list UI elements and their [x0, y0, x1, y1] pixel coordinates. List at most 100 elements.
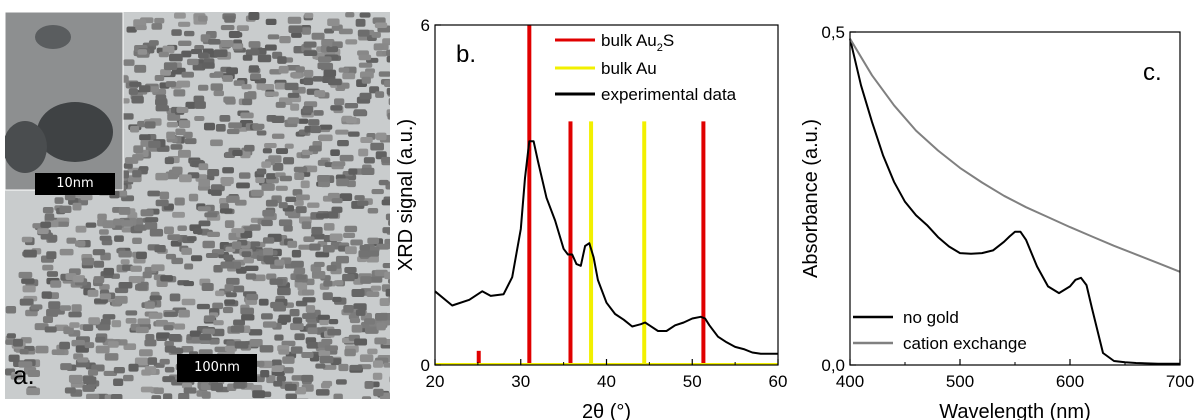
nanoparticle: [301, 27, 311, 35]
nanoparticle: [310, 125, 322, 134]
nanoparticle: [251, 189, 264, 197]
nanoparticle: [322, 292, 333, 301]
nanoparticle: [172, 211, 185, 218]
nanoparticle: [74, 240, 86, 247]
nanoparticle: [350, 239, 363, 246]
nanoparticle: [283, 367, 294, 374]
nanoparticle: [381, 156, 390, 163]
nanoparticle: [324, 28, 335, 34]
nanoparticle: [87, 289, 99, 297]
nanoparticle: [315, 389, 330, 396]
nanoparticle: [178, 120, 191, 129]
nanoparticle: [348, 131, 360, 137]
nanoparticle: [224, 284, 234, 292]
nanoparticle: [224, 345, 237, 352]
nanoparticle: [164, 157, 175, 165]
nanoparticle: [97, 324, 111, 331]
nanoparticle: [10, 374, 23, 380]
nanoparticle: [249, 241, 261, 247]
nanoparticle: [144, 217, 159, 223]
nanoparticle: [42, 206, 54, 214]
nanoparticle: [133, 145, 144, 153]
nanoparticle: [63, 326, 74, 335]
nanoparticle: [290, 260, 304, 268]
nanoparticle: [213, 71, 224, 78]
nanoparticle: [6, 333, 16, 339]
nanoparticle: [144, 121, 156, 129]
nanoparticle: [330, 149, 340, 156]
nanoparticle: [294, 172, 305, 180]
nanoparticle: [389, 376, 390, 383]
nanoparticle: [328, 78, 342, 86]
nanoparticle: [178, 393, 190, 399]
nanoparticle: [148, 312, 163, 319]
nanoparticle: [255, 177, 265, 184]
nanoparticle: [271, 365, 284, 373]
nanoparticle: [209, 339, 220, 345]
nanoparticle: [184, 138, 197, 145]
nanoparticle-field: [5, 12, 390, 399]
nanoparticle: [293, 166, 308, 173]
nanoparticle: [135, 25, 147, 31]
nanoparticle: [258, 298, 269, 306]
nanoparticle: [292, 189, 303, 196]
nanoparticle: [249, 224, 261, 231]
nanoparticle: [230, 325, 245, 333]
nanoparticle: [311, 270, 326, 279]
y-axis-title: Absorbance (a.u.): [800, 119, 822, 278]
nanoparticle: [213, 90, 225, 97]
nanoparticle: [73, 275, 84, 283]
inset-particle: [37, 102, 113, 162]
series-line-experimental-data: [434, 140, 778, 355]
legend-label: experimental data: [601, 85, 737, 104]
nanoparticle: [319, 319, 329, 326]
nanoparticle: [145, 334, 155, 341]
nanoparticle: [256, 130, 267, 136]
nanoparticle: [163, 393, 173, 399]
nanoparticle: [313, 110, 324, 116]
nanoparticle: [213, 264, 223, 273]
nanoparticle: [248, 41, 261, 48]
panel-label: b.: [456, 41, 476, 68]
nanoparticle: [169, 53, 183, 62]
nanoparticle: [266, 273, 277, 280]
nanoparticle: [243, 257, 254, 263]
nanoparticle: [346, 116, 357, 124]
nanoparticle: [381, 199, 390, 206]
nanoparticle: [307, 202, 320, 208]
nanoparticle: [219, 115, 231, 122]
nanoparticle: [275, 148, 289, 154]
nanoparticle: [327, 211, 339, 219]
nanoparticle: [160, 275, 173, 282]
nanoparticle: [84, 342, 95, 349]
nanoparticle: [59, 341, 70, 350]
nanoparticle: [132, 237, 142, 244]
nanoparticle: [372, 360, 384, 368]
nanoparticle: [232, 285, 245, 293]
nanoparticle: [277, 287, 291, 296]
nanoparticle: [291, 249, 302, 258]
nanoparticle: [149, 228, 164, 237]
nanoparticle: [126, 26, 137, 33]
nanoparticle: [87, 369, 99, 376]
nanoparticle: [103, 370, 118, 377]
nanoparticle: [135, 283, 148, 291]
nanoparticle: [226, 195, 240, 203]
nanoparticle: [292, 317, 303, 324]
nanoparticle: [233, 381, 246, 389]
nanoparticle: [266, 173, 277, 180]
nanoparticle: [60, 305, 71, 311]
nanoparticle: [153, 387, 164, 395]
nanoparticle: [173, 89, 186, 97]
nanoparticle: [224, 15, 236, 23]
nanoparticle: [315, 363, 326, 369]
nanoparticle: [342, 273, 355, 282]
nanoparticle: [304, 12, 314, 19]
nanoparticle: [333, 280, 344, 286]
nanoparticle: [342, 72, 356, 80]
nanoparticle: [128, 88, 139, 95]
nanoparticle: [329, 233, 343, 242]
nanoparticle: [225, 98, 236, 105]
nanoparticle: [261, 183, 275, 191]
nanoparticle: [82, 324, 94, 331]
